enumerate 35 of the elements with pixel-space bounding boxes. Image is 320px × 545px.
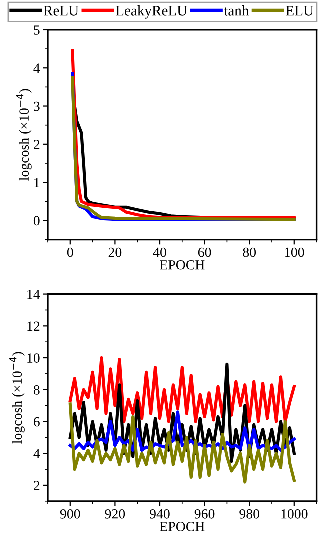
x-tick-label: 960: [194, 509, 215, 519]
y-tick-label: 4: [34, 64, 40, 73]
y-tick-label: 1: [34, 178, 40, 188]
legend-label: ELU: [286, 6, 314, 16]
y-tick-label: 5: [34, 26, 40, 35]
line-series: [68, 356, 296, 424]
x-tick-label: 900: [60, 509, 80, 519]
x-tick-label: 920: [105, 509, 126, 519]
y-tick-label: 10: [28, 354, 40, 363]
y-axis-title: logcosh (×10$^{−4}$): [10, 352, 25, 444]
x-tick-label: 80: [243, 248, 256, 258]
y-tick-label: 4: [34, 449, 40, 458]
y-tick-label: 8: [34, 385, 40, 395]
y-tick-label: 0: [34, 216, 40, 226]
x-tick-label: 980: [240, 509, 260, 519]
line-series: [68, 402, 296, 484]
y-tick-label: 12: [28, 322, 40, 331]
y-tick-label: 3: [34, 102, 40, 112]
x-tick-label: 100: [285, 248, 304, 258]
legend-label: tanh: [224, 6, 250, 16]
x-tick-label: 0: [67, 248, 74, 258]
legend-label: LeakyReLU: [116, 6, 188, 19]
x-axis-title: EPOCH: [160, 260, 205, 270]
y-tick-label: 2: [34, 140, 40, 150]
y-tick-label: 2: [34, 481, 40, 490]
y-tick-label: 14: [28, 290, 40, 300]
x-tick-label: 940: [150, 509, 170, 519]
x-tick-label: 60: [198, 248, 212, 258]
y-axis-title: logcosh (×10$^{−4}$): [16, 89, 32, 181]
x-axis-title: EPOCH: [160, 522, 205, 532]
x-tick-label: 40: [153, 248, 166, 258]
x-tick-label: 20: [108, 248, 122, 258]
x-tick-label: 1000: [282, 509, 308, 519]
legend-label: ReLU: [44, 6, 79, 16]
y-tick-label: 6: [34, 417, 40, 427]
